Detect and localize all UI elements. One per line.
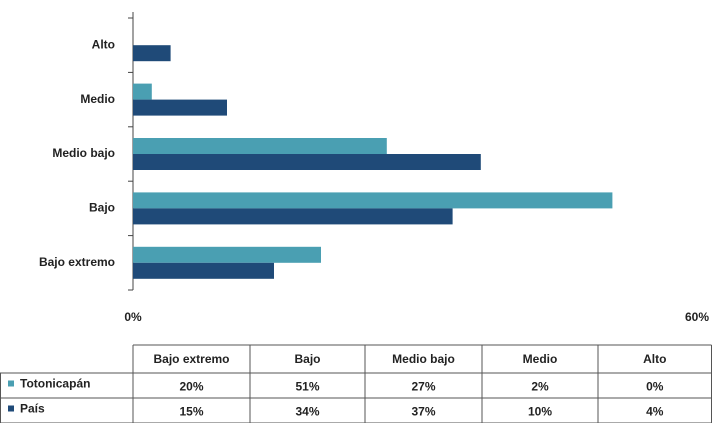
table-header: Bajo extremo (153, 352, 229, 366)
legend-label: País (20, 402, 45, 416)
bar (133, 138, 387, 154)
table-cell: 2% (531, 380, 549, 394)
y-tick-label: Bajo extremo (39, 255, 115, 269)
bar (133, 208, 453, 225)
table-cell: 37% (411, 405, 435, 419)
table-cell: 4% (646, 405, 664, 419)
table-cell: 34% (295, 405, 319, 419)
table-cell: 10% (528, 405, 552, 419)
legend-swatch (8, 405, 14, 412)
bar (133, 83, 152, 100)
table-cell: 20% (179, 380, 203, 394)
legend-swatch (8, 380, 14, 387)
bar (133, 262, 274, 279)
table-header: Medio bajo (392, 352, 455, 366)
legend-label: Totonicapán (20, 377, 90, 391)
bar (133, 192, 613, 209)
y-tick-label: Alto (92, 37, 115, 51)
table-header: Bajo (294, 352, 320, 366)
x-tick-label: 60% (685, 310, 709, 324)
y-tick-label: Medio (80, 92, 115, 106)
table-header: Medio (523, 352, 558, 366)
table-cell: 51% (295, 380, 319, 394)
table-header: Alto (643, 352, 666, 366)
y-tick-label: Bajo (89, 201, 115, 215)
table-cell: 27% (411, 380, 435, 394)
bar (133, 99, 227, 116)
table-cell: 15% (179, 405, 203, 419)
table-cell: 0% (646, 380, 664, 394)
bar (133, 45, 171, 62)
x-tick-label: 0% (124, 310, 142, 324)
bar (133, 246, 321, 263)
y-tick-label: Medio bajo (52, 146, 115, 160)
bar (133, 154, 481, 170)
